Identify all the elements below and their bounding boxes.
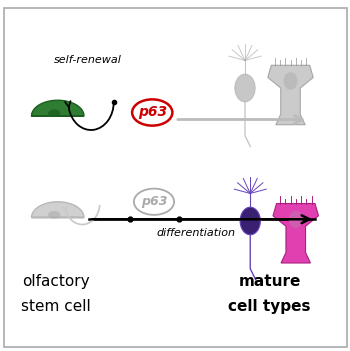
Ellipse shape (284, 72, 298, 90)
Ellipse shape (48, 110, 60, 117)
Polygon shape (32, 202, 84, 218)
Ellipse shape (48, 211, 60, 219)
Ellipse shape (240, 207, 260, 235)
Text: mature: mature (238, 274, 301, 289)
Ellipse shape (134, 188, 174, 215)
Text: stem cell: stem cell (21, 299, 91, 314)
Text: cell types: cell types (228, 299, 311, 314)
Ellipse shape (132, 99, 172, 126)
Polygon shape (273, 204, 318, 263)
Polygon shape (32, 100, 84, 116)
Text: olfactory: olfactory (22, 274, 90, 289)
Polygon shape (268, 65, 313, 125)
Text: p63: p63 (138, 106, 167, 119)
Text: differentiation: differentiation (156, 228, 236, 238)
Text: p63: p63 (141, 195, 167, 208)
Ellipse shape (235, 74, 255, 102)
Text: self-renewal: self-renewal (54, 55, 121, 65)
Ellipse shape (289, 211, 303, 228)
